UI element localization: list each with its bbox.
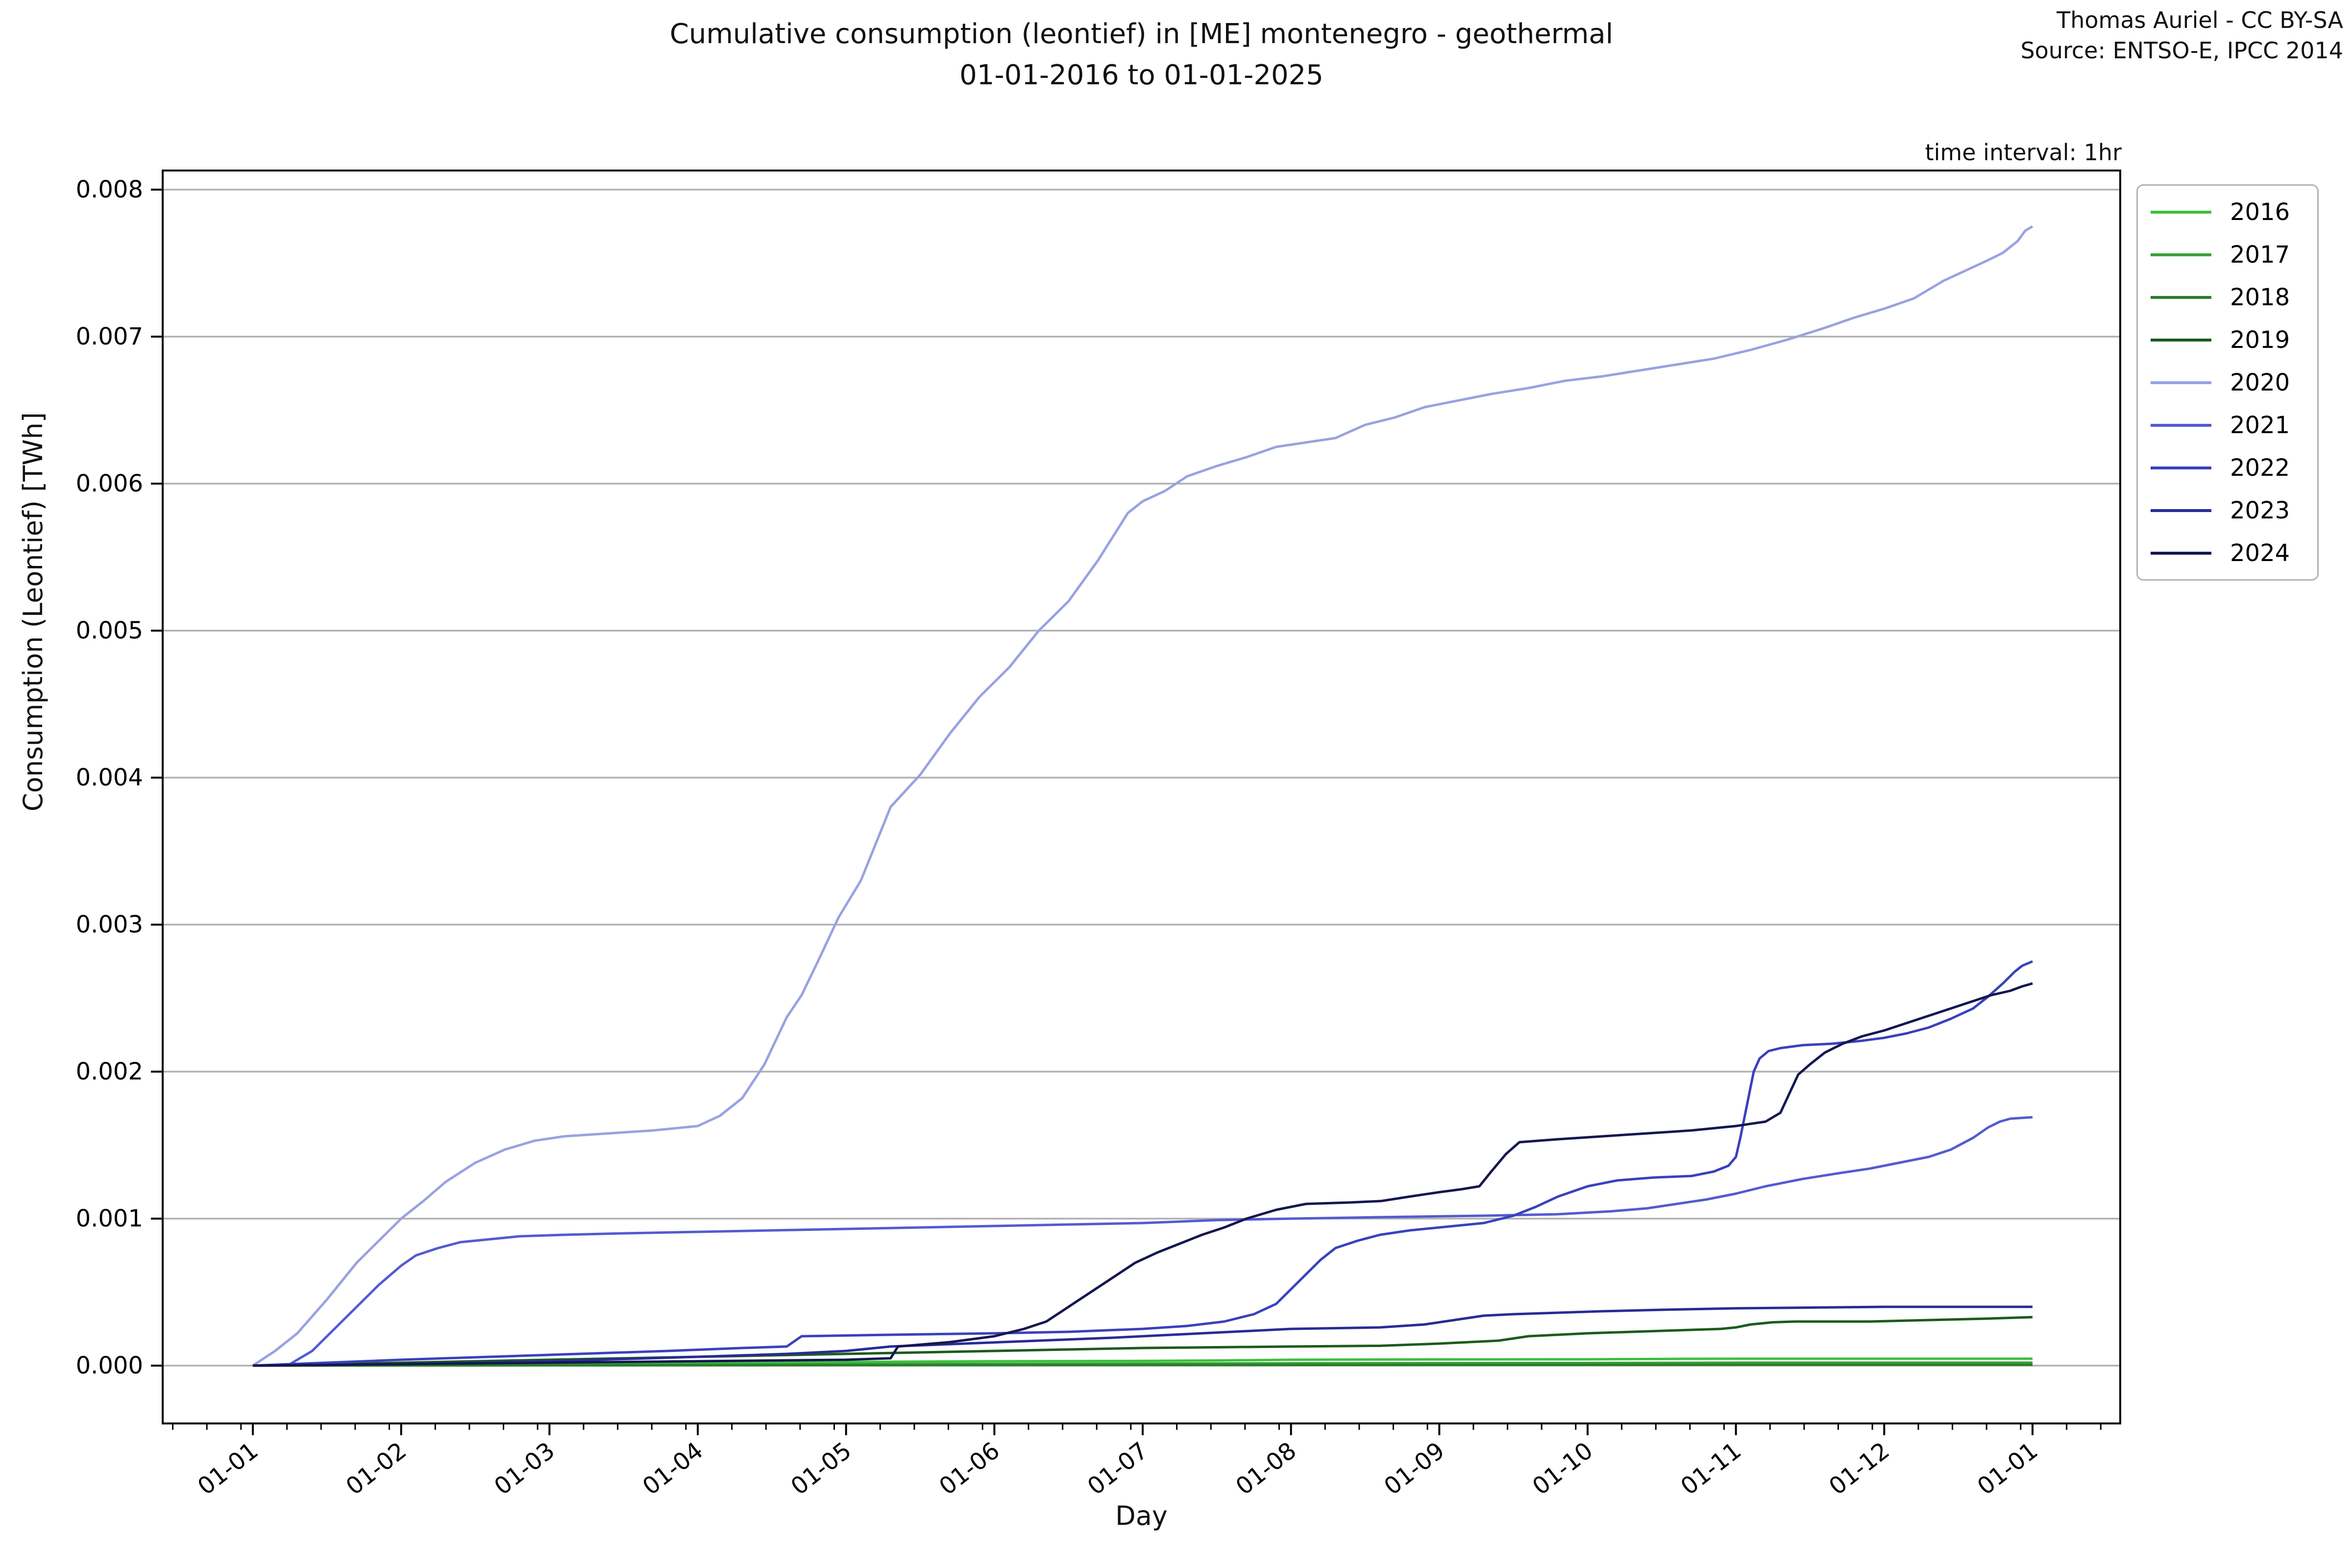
y-tick-label: 0.005 — [76, 617, 143, 644]
x-axis-title: Day — [1115, 1500, 1168, 1531]
legend-swatch-2023 — [2151, 509, 2211, 512]
y-tick-label: 0.000 — [76, 1352, 143, 1379]
legend-swatch-2018 — [2151, 295, 2211, 299]
legend-item-2024: 2024 — [2138, 541, 2317, 565]
x-tick-label: 01-02 — [341, 1437, 412, 1500]
x-tick-label: 01-11 — [1676, 1437, 1746, 1500]
attribution-author: Thomas Auriel - CC BY-SA — [2057, 7, 2343, 33]
x-tick-label: 01-07 — [1082, 1437, 1153, 1500]
legend-label: 2020 — [2230, 368, 2290, 396]
legend-label: 2017 — [2230, 241, 2290, 269]
y-tick-label: 0.004 — [76, 764, 143, 791]
legend-item-2020: 2020 — [2138, 371, 2317, 394]
legend-item-2018: 2018 — [2138, 286, 2317, 309]
legend-label: 2024 — [2230, 539, 2290, 567]
y-tick-label: 0.001 — [76, 1205, 143, 1232]
x-tick-label: 01-01 — [1972, 1437, 2043, 1500]
series-line-2020 — [252, 225, 2034, 1367]
x-tick-label: 01-05 — [786, 1437, 857, 1500]
legend-swatch-2021 — [2151, 423, 2211, 427]
legend-label: 2023 — [2230, 496, 2290, 524]
x-tick-label: 01-10 — [1527, 1437, 1598, 1500]
y-axis-title: Consumption (Leontief) [TWh] — [18, 412, 49, 811]
legend-item-2017: 2017 — [2138, 243, 2317, 267]
series-line-2023 — [252, 1305, 2033, 1367]
legend-label: 2019 — [2230, 326, 2290, 354]
x-tick-label: 01-03 — [489, 1437, 560, 1500]
legend-swatch-2020 — [2151, 381, 2211, 384]
legend-swatch-2017 — [2151, 253, 2211, 256]
legend-item-2022: 2022 — [2138, 456, 2317, 480]
chart-title-line2: 01-01-2016 to 01-01-2025 — [959, 59, 1323, 91]
legend-label: 2018 — [2230, 283, 2290, 311]
legend-swatch-2016 — [2151, 210, 2211, 214]
legend-item-2023: 2023 — [2138, 499, 2317, 522]
x-tick-label: 01-12 — [1824, 1437, 1894, 1500]
legend-label: 2022 — [2230, 454, 2290, 482]
series-line-2022 — [252, 960, 2033, 1367]
x-tick-label: 01-04 — [637, 1437, 708, 1500]
y-tick-label: 0.006 — [76, 470, 143, 497]
legend-item-2021: 2021 — [2138, 414, 2317, 437]
time-interval-note: time interval: 1hr — [1925, 139, 2122, 166]
legend-item-2019: 2019 — [2138, 328, 2317, 352]
plot-border — [162, 170, 2121, 1424]
attribution: Thomas Auriel - CC BY-SA Source: ENTSO-E… — [2020, 5, 2343, 66]
y-tick-label: 0.008 — [76, 176, 143, 203]
x-tick-label: 01-09 — [1379, 1437, 1449, 1500]
legend: 2016 2017 2018 2019 2020 2021 2022 2023 2024 — [2136, 184, 2319, 581]
series-line-2018 — [252, 1363, 2033, 1367]
legend-label: 2016 — [2230, 198, 2290, 226]
y-tick-label: 0.003 — [76, 911, 143, 938]
legend-label: 2021 — [2230, 411, 2290, 439]
chart-title: Cumulative consumption (leontief) in [ME… — [163, 14, 2120, 96]
x-tick-label: 01-06 — [934, 1437, 1004, 1500]
legend-swatch-2024 — [2151, 551, 2211, 555]
legend-swatch-2022 — [2151, 466, 2211, 469]
legend-item-2016: 2016 — [2138, 200, 2317, 224]
x-tick-label: 01-01 — [193, 1437, 263, 1500]
series-line-2024 — [252, 982, 2033, 1367]
chart-title-line1: Cumulative consumption (leontief) in [ME… — [669, 18, 1614, 50]
series-line-2021 — [252, 1116, 2033, 1367]
legend-swatch-2019 — [2151, 338, 2211, 342]
attribution-source: Source: ENTSO-E, IPCC 2014 — [2020, 37, 2343, 64]
y-tick-label: 0.007 — [76, 323, 143, 350]
x-tick-label: 01-08 — [1231, 1437, 1301, 1500]
y-tick-label: 0.002 — [76, 1058, 143, 1085]
